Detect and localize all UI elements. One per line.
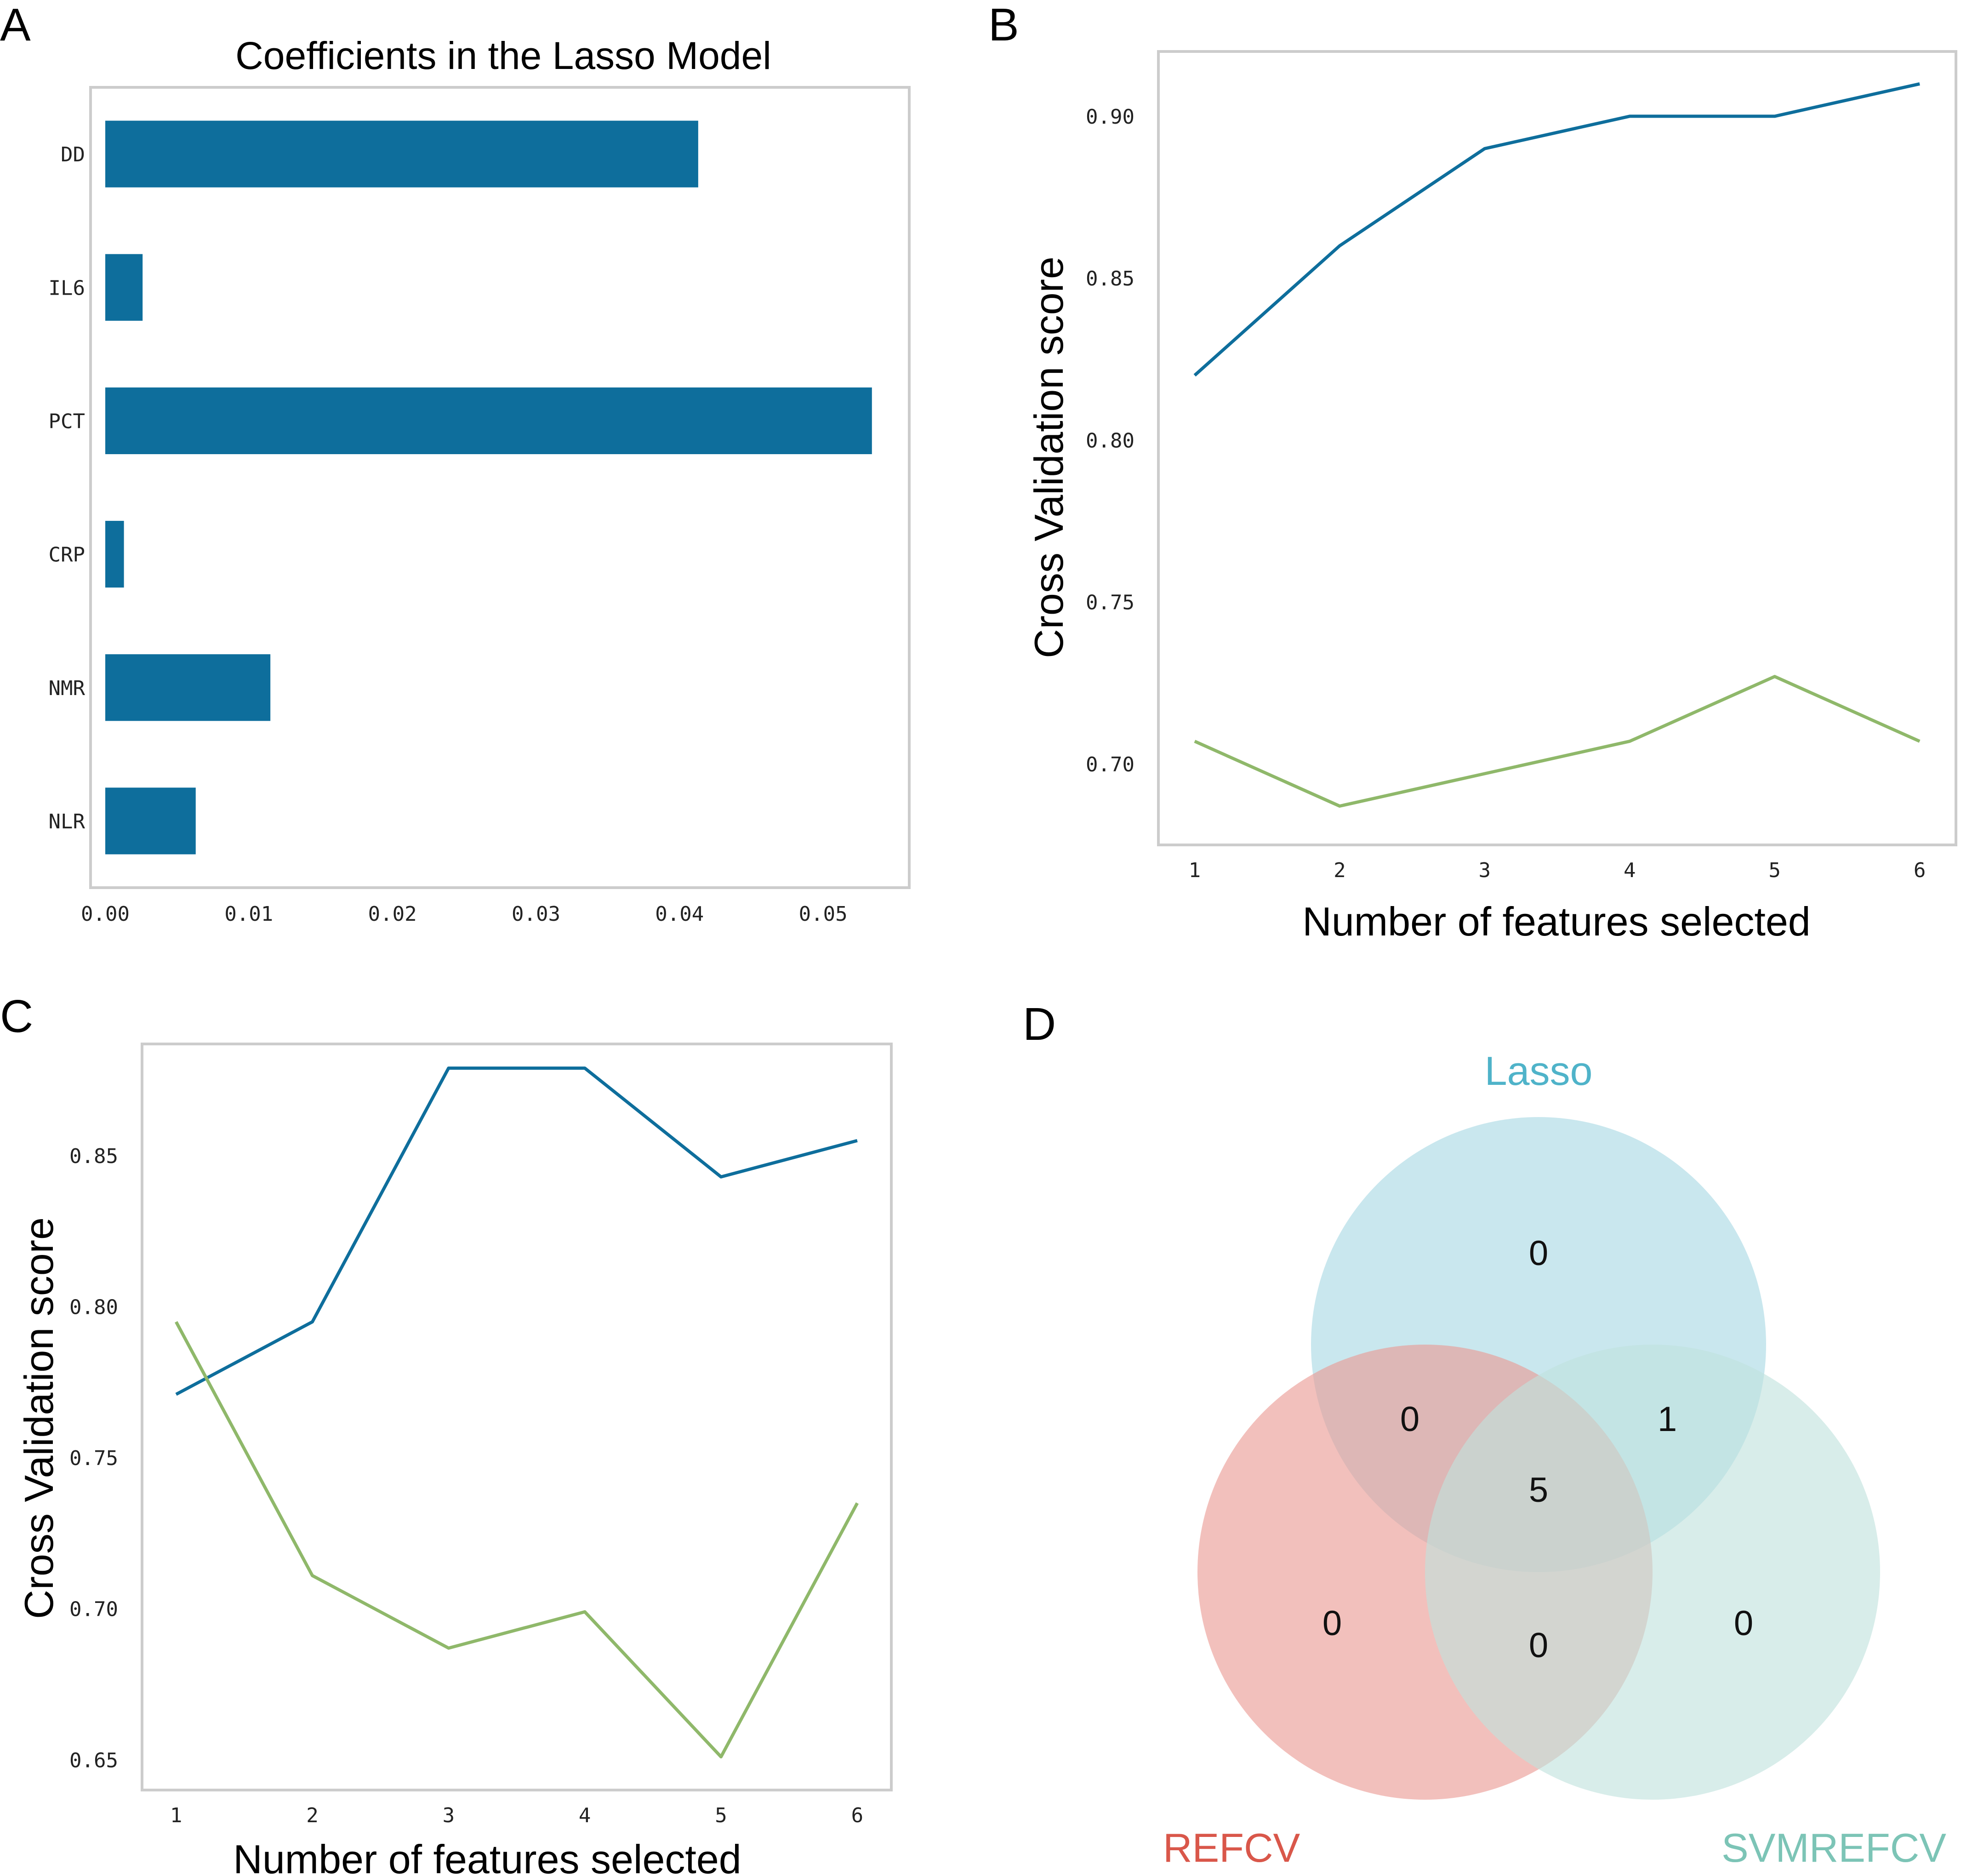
chart-c-xlabel: Number of features selected [233, 1836, 741, 1876]
chart-c-x-tick-labels: 1 2 3 4 5 6 [170, 1804, 863, 1827]
chart-b-y-tick-label: 0.80 [1086, 429, 1134, 452]
chart-c-x-tick-label: 6 [851, 1804, 864, 1827]
panel-b-letter: B [988, 0, 1019, 51]
chart-b-xlabel: Number of features selected [1302, 899, 1810, 944]
panel-b: B 0.70 0.75 0.80 0.85 0.90 1 2 3 4 5 6 Number of … [988, 0, 1957, 944]
panel-a: A Coefficients in the Lasso Model DD IL6 P… [0, 0, 911, 926]
category-label-crp: CRP [49, 543, 85, 567]
chart-a-x-tick-labels: 0.00 0.01 0.02 0.03 0.04 0.05 [81, 902, 848, 926]
chart-b-lines [1193, 82, 1921, 808]
chart-a-category-labels: DD IL6 PCT CRP NMR NLR [49, 143, 86, 833]
venn-label-lasso: Lasso [1485, 1048, 1593, 1094]
chart-c-line-series2 [175, 1321, 859, 1759]
category-label-dd: DD [61, 143, 85, 166]
x-tick-label: 0.05 [799, 902, 848, 926]
x-tick-label: 0.04 [655, 902, 704, 926]
chart-b-y-tick-label: 0.75 [1086, 591, 1134, 615]
bar-pct [105, 387, 872, 454]
category-label-pct: PCT [49, 410, 85, 433]
x-tick-label: 0.03 [512, 902, 560, 926]
category-label-nmr: NMR [49, 677, 86, 700]
chart-b-line-series2 [1194, 675, 1921, 808]
chart-c-x-tick-label: 3 [443, 1804, 455, 1827]
venn-count-refcv-svm: 0 [1529, 1626, 1548, 1665]
chart-c-y-tick-label: 0.70 [69, 1598, 118, 1621]
venn-count-lasso-only: 0 [1529, 1234, 1548, 1273]
bar-nmr [105, 654, 271, 721]
chart-c-ylabel: Cross Validation score [16, 1217, 62, 1619]
category-label-il6: IL6 [49, 276, 85, 300]
venn-count-lasso-refcv: 0 [1400, 1400, 1419, 1439]
bar-nlr [105, 787, 196, 855]
chart-b-x-tick-labels: 1 2 3 4 5 6 [1189, 859, 1926, 882]
venn-count-lasso-svm: 1 [1658, 1400, 1677, 1439]
panel-d-letter: D [1023, 998, 1056, 1050]
chart-b-frame [1157, 50, 1957, 846]
chart-c-x-tick-label: 2 [306, 1804, 319, 1827]
venn-label-refcv: REFCV [1163, 1825, 1300, 1870]
chart-c-x-tick-label: 1 [170, 1804, 182, 1827]
chart-b-y-tick-label: 0.70 [1086, 753, 1134, 776]
chart-b-x-tick-label: 1 [1189, 859, 1201, 882]
panel-c: C 0.65 0.70 0.75 0.80 0.85 1 2 3 4 5 6 Number of … [0, 991, 893, 1876]
chart-b-x-tick-label: 2 [1334, 859, 1346, 882]
panel-a-letter: A [0, 0, 31, 51]
chart-b-ylabel: Cross Validation score [1026, 257, 1072, 658]
chart-b-y-tick-label: 0.90 [1086, 105, 1134, 129]
x-tick-label: 0.00 [81, 902, 130, 926]
panel-c-letter: C [0, 991, 33, 1042]
chart-b-y-tick-labels: 0.70 0.75 0.80 0.85 0.90 [1086, 105, 1134, 776]
category-label-nlr: NLR [49, 810, 86, 833]
chart-c-frame [141, 1043, 893, 1791]
bar-il6 [105, 254, 143, 321]
chart-c-y-tick-label: 0.75 [69, 1447, 118, 1470]
x-tick-label: 0.02 [368, 902, 417, 926]
chart-b-x-tick-label: 6 [1914, 859, 1926, 882]
chart-a-frame [89, 86, 911, 889]
chart-b-y-tick-label: 0.85 [1086, 267, 1134, 291]
chart-c-x-tick-label: 5 [715, 1804, 727, 1827]
venn-label-svmrefcv: SVMREFCV [1722, 1825, 1946, 1870]
venn-count-all: 5 [1529, 1471, 1548, 1510]
chart-c-line-series1 [175, 1066, 858, 1396]
panel-d: D Lasso REFCV SVMREFCV 0 0 1 5 0 0 0 [1023, 998, 1946, 1870]
venn-circle-svmrefcv [1425, 1345, 1880, 1800]
bar-crp [105, 521, 124, 588]
chart-c-y-tick-label: 0.65 [69, 1749, 118, 1772]
chart-c-y-tick-label: 0.80 [69, 1296, 118, 1319]
chart-a-bars [105, 120, 872, 855]
venn-count-svm-only: 0 [1734, 1604, 1753, 1643]
chart-c-y-tick-label: 0.85 [69, 1145, 118, 1168]
chart-a-title: Coefficients in the Lasso Model [235, 34, 771, 77]
bar-dd [105, 120, 698, 188]
chart-c-x-tick-label: 4 [579, 1804, 591, 1827]
chart-b-line-series1 [1193, 82, 1920, 377]
chart-c-lines [175, 1066, 859, 1759]
x-tick-label: 0.01 [224, 902, 273, 926]
chart-b-x-tick-label: 3 [1479, 859, 1491, 882]
venn-count-refcv-only: 0 [1323, 1604, 1342, 1643]
chart-b-x-tick-label: 4 [1624, 859, 1636, 882]
chart-b-x-tick-label: 5 [1768, 859, 1781, 882]
chart-c-y-tick-labels: 0.65 0.70 0.75 0.80 0.85 [69, 1145, 118, 1772]
